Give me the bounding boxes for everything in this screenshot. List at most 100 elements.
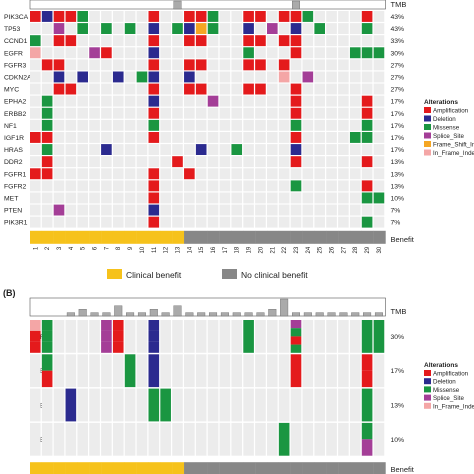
- grid-cell: [207, 422, 219, 456]
- alteration-cell: [41, 370, 53, 388]
- grid-cell: [278, 168, 290, 180]
- x-tick-label: 13: [176, 246, 182, 253]
- grid-cell: [101, 180, 112, 192]
- tmb-frame: [29, 297, 386, 317]
- alteration-cell: [290, 320, 302, 329]
- alteration-cell: [278, 59, 290, 71]
- grid-cell: [41, 23, 53, 34]
- grid-cell: [124, 144, 136, 155]
- alteration-cell: [112, 71, 124, 83]
- grid-cell: [338, 71, 349, 83]
- panel-label: (B): [3, 288, 16, 298]
- grid-cell: [53, 422, 65, 456]
- grid-cell: [338, 95, 349, 107]
- grid-cell: [302, 83, 314, 95]
- grid-cell: [302, 132, 314, 143]
- alteration-cell: [65, 35, 77, 47]
- grid-cell: [65, 320, 77, 353]
- grid-cell: [373, 388, 385, 422]
- benefit-cell: [267, 230, 280, 244]
- alteration-cell: [101, 23, 112, 34]
- gene-percent: 17%: [391, 147, 405, 154]
- grid-cell: [314, 71, 325, 83]
- x-tick-label: 25: [318, 246, 324, 253]
- grid-cell: [349, 192, 361, 204]
- grid-cell: [338, 11, 349, 22]
- alteration-cell: [53, 11, 65, 22]
- gene-label: EGFR: [4, 50, 23, 57]
- benefit-cell: [65, 462, 78, 474]
- benefit-cell: [77, 462, 90, 474]
- grid-cell: [219, 354, 231, 388]
- grid-cell: [136, 388, 148, 422]
- grid-cell: [89, 168, 100, 180]
- grid-cell: [195, 422, 207, 456]
- grid-cell: [136, 216, 148, 228]
- grid-cell: [41, 216, 53, 228]
- grid-cell: [77, 204, 88, 216]
- benefit-cell: [338, 230, 351, 244]
- grid-cell: [101, 83, 112, 95]
- x-tick-label: 23: [294, 246, 300, 253]
- alteration-cell: [361, 370, 373, 388]
- legend-title: Alterations: [424, 99, 458, 106]
- legend-swatch: [424, 149, 431, 156]
- grid-cell: [160, 95, 171, 107]
- grid-cell: [136, 35, 148, 47]
- legend-swatch: [424, 370, 431, 376]
- alteration-cell: [41, 59, 53, 71]
- alteration-cell: [290, 328, 302, 337]
- benefit-legend-entry: No clinical benefit: [241, 270, 308, 280]
- grid-cell: [255, 388, 266, 422]
- grid-cell: [326, 119, 337, 131]
- alteration-cell: [290, 180, 302, 192]
- grid-cell: [349, 83, 361, 95]
- benefit-cell: [302, 462, 315, 474]
- grid-cell: [172, 168, 183, 180]
- grid-cell: [112, 168, 124, 180]
- grid-cell: [207, 59, 219, 71]
- grid-cell: [373, 354, 385, 388]
- grid-cell: [136, 132, 148, 143]
- grid-cell: [231, 47, 243, 59]
- alteration-cell: [41, 107, 53, 119]
- grid-cell: [243, 422, 254, 456]
- grid-cell: [326, 204, 337, 216]
- grid-cell: [89, 144, 100, 155]
- grid-cell: [65, 47, 77, 59]
- grid-cell: [373, 216, 385, 228]
- benefit-cell: [195, 462, 208, 474]
- grid-cell: [314, 144, 325, 155]
- alteration-cell: [77, 23, 88, 34]
- benefit-cell: [290, 462, 303, 474]
- grid-cell: [112, 35, 124, 47]
- grid-cell: [231, 95, 243, 107]
- grid-cell: [30, 156, 41, 168]
- grid-cell: [314, 59, 325, 71]
- gene-label: FGFR1: [4, 171, 26, 178]
- gene-percent: 43%: [391, 14, 405, 21]
- grid-cell: [89, 354, 100, 388]
- grid-cell: [184, 156, 195, 168]
- grid-cell: [338, 180, 349, 192]
- grid-cell: [65, 354, 77, 388]
- benefit-cell: [41, 462, 54, 474]
- grid-cell: [160, 59, 171, 71]
- grid-cell: [207, 388, 219, 422]
- grid-cell: [53, 132, 65, 143]
- grid-cell: [195, 354, 207, 388]
- grid-cell: [243, 144, 254, 155]
- grid-cell: [184, 144, 195, 155]
- grid-cell: [207, 83, 219, 95]
- alteration-cell: [112, 341, 124, 353]
- legend-swatch: [424, 402, 431, 409]
- grid-cell: [77, 83, 88, 95]
- grid-cell: [53, 144, 65, 155]
- grid-cell: [124, 320, 136, 353]
- grid-cell: [172, 11, 183, 22]
- benefit-cell: [53, 230, 66, 244]
- grid-cell: [255, 204, 266, 216]
- tmb-bar: [209, 312, 218, 317]
- benefit-cell: [207, 230, 220, 244]
- grid-cell: [124, 107, 136, 119]
